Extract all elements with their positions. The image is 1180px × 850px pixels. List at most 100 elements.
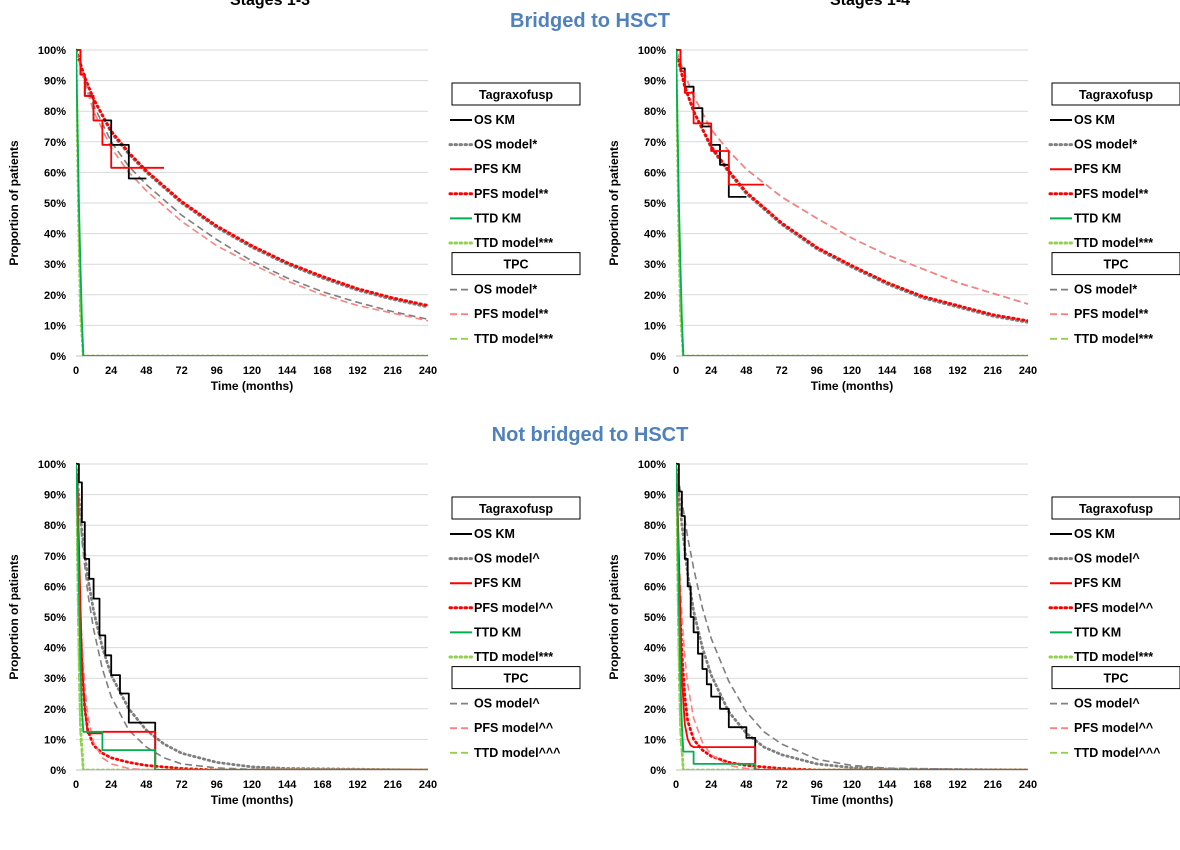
x-tick-label: 0 [73,365,79,377]
y-tick-label: 10% [644,734,666,746]
y-tick-label: 90% [44,76,66,88]
y-tick-label: 90% [644,490,666,502]
series-line-pfs-model- [676,48,1028,323]
y-tick-label: 30% [44,673,66,685]
x-tick-label: 216 [384,365,402,377]
x-tick-label: 192 [948,365,966,377]
y-tick-label: 80% [644,106,666,118]
x-tick-label: 240 [419,365,437,377]
legend-group-label: Tagraxofusp [1079,88,1153,102]
legend-group-label: Tagraxofusp [479,502,553,516]
legend-label: TTD model*** [474,332,553,346]
x-tick-label: 216 [984,365,1002,377]
series-line-os-model- [676,463,1028,770]
x-tick-label: 240 [1019,365,1037,377]
x-tick-label: 72 [775,365,787,377]
x-tick-label: 72 [175,779,187,791]
x-tick-label: 120 [843,779,861,791]
x-axis-title: Time (months) [811,793,893,807]
legend-group-label: TPC [1104,672,1129,686]
chart-svg: 0% 10% 20% 30% 40% 50% 60% 70% 80% 90% 100% 0 24 48 72… [7,45,581,393]
y-tick-label: 0% [650,765,666,777]
x-tick-label: 120 [243,779,261,791]
y-tick-label: 60% [44,167,66,179]
section-title-bridged: Bridged to HSCT [510,10,670,32]
legend-group-box [451,82,581,106]
y-tick-label: 30% [44,259,66,271]
y-tick-label: 60% [644,167,666,179]
series-line-pfs-model- [676,463,1028,770]
legend-label: OS model* [1074,138,1137,152]
x-tick-label: 192 [948,779,966,791]
x-tick-label: 168 [913,779,931,791]
legend: Tagraxofusp OS KM OS model* PFS KM PFS model… [1048,82,1180,346]
y-tick-label: 20% [644,290,666,302]
x-tick-label: 96 [211,779,223,791]
x-tick-label: 96 [811,365,823,377]
x-tick-label: 0 [673,779,679,791]
y-axis-title: Proportion of patients [7,554,21,680]
legend-group-box [1051,666,1180,690]
series-group [676,462,1028,770]
legend-group-label: Tagraxofusp [479,88,553,102]
x-tick-label: 0 [73,779,79,791]
series-group [676,48,1028,356]
y-tick-label: 50% [644,612,666,624]
legend-group-label: TPC [1104,258,1129,272]
y-tick-label: 40% [644,229,666,241]
series-line-ttd-km [676,463,1028,770]
y-tick-label: 60% [44,581,66,593]
x-tick-label: 168 [313,779,331,791]
y-axis-title: Proportion of patients [607,554,621,680]
series-line-pfs-km [76,463,428,770]
x-tick-label: 96 [811,779,823,791]
y-tick-label: 50% [44,612,66,624]
chart-svg: 0% 10% 20% 30% 40% 50% 60% 70% 80% 90% 100% 0 24 48 72… [607,45,1180,393]
legend-label: PFS model^^ [474,601,554,615]
x-axis-title: Time (months) [211,379,293,393]
legend: Tagraxofusp OS KM OS model* PFS KM PFS model… [448,82,581,346]
y-tick-label: 20% [44,290,66,302]
legend-label: TTD KM [1074,211,1121,225]
legend-label: PFS model^^ [474,721,554,735]
series-line-pfs-model- [676,49,1028,305]
legend-label: OS KM [474,113,515,127]
y-tick-label: 10% [644,320,666,332]
legend-group-box [451,252,581,276]
y-tick-label: 80% [44,106,66,118]
legend: Tagraxofusp OS KM OS model^ PFS KM PFS model… [448,496,581,760]
legend-label: PFS model** [474,187,548,201]
y-tick-label: 30% [644,673,666,685]
y-tick-label: 100% [38,45,66,57]
series-line-os-km [76,463,428,770]
y-tick-label: 10% [44,320,66,332]
legend-group-label: TPC [504,672,529,686]
x-tick-label: 120 [843,365,861,377]
legend-label: PFS model** [1074,187,1148,201]
chart-not-bridged-stages-1-3: 0% 10% 20% 30% 40% 50% 60% 70% 80% 90% 100% 0 24 48 72… [0,450,581,850]
legend-label: OS KM [1074,527,1115,541]
x-tick-label: 168 [313,365,331,377]
legend-label: OS model^ [474,697,540,711]
legend-label: PFS model** [1074,307,1148,321]
x-tick-label: 192 [348,365,366,377]
section-title-not-bridged: Not bridged to HSCT [491,424,689,446]
x-tick-label: 240 [1019,779,1037,791]
x-tick-label: 144 [878,365,897,377]
y-tick-label: 80% [644,520,666,532]
legend-group-box [1051,496,1180,520]
series-line-os-model- [76,49,428,321]
y-tick-label: 70% [44,551,66,563]
x-tick-label: 24 [105,779,118,791]
series-line-ttd-model- [676,463,1028,770]
legend-label: OS KM [474,527,515,541]
series-line-os-km [676,463,1028,770]
x-tick-label: 120 [243,365,261,377]
legend-label: OS model^ [474,552,540,566]
gridlines [76,463,428,771]
series-line-ttd-model- [76,463,428,770]
x-tick-label: 216 [384,779,402,791]
y-axis-title: Proportion of patients [7,140,21,266]
legend-label: OS model* [474,283,537,297]
legend-label: OS model^ [1074,552,1140,566]
